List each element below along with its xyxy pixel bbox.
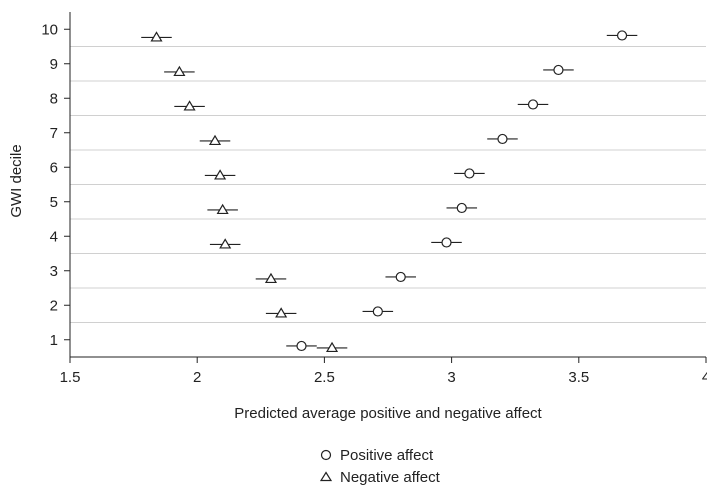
negative-affect-point — [150, 31, 163, 42]
positive-affect-point — [497, 133, 508, 145]
y-axis-title: GWI decile — [8, 144, 25, 217]
y-tick-label: 2 — [50, 297, 58, 314]
positive-affect-point — [456, 202, 467, 214]
y-tick-label: 9 — [50, 56, 58, 73]
negative-affect-point — [325, 341, 339, 353]
y-tick-label: 8 — [50, 90, 58, 107]
negative-affect-point — [219, 238, 232, 249]
x-axis-title: Predicted average positive and negative … — [234, 405, 542, 422]
legend-circle-marker — [320, 449, 332, 461]
negative-affect-point — [214, 169, 227, 180]
grid-lines — [70, 46, 706, 323]
x-tick-label: 4 — [702, 369, 707, 386]
negative-affect-point — [216, 203, 229, 215]
x-tick-label: 1.5 — [60, 369, 81, 386]
y-tick-label: 1 — [50, 332, 58, 349]
negative-affect-point — [173, 65, 186, 77]
negative-affect-point — [183, 100, 196, 111]
y-tick-label: 7 — [50, 125, 58, 142]
positive-affect-point — [553, 64, 564, 76]
legend-label-positive: Positive affect — [340, 447, 434, 464]
positive-affect-point — [441, 237, 452, 248]
y-tick-label: 4 — [50, 228, 58, 245]
negative-affect-point — [275, 307, 288, 318]
positive-affect-point — [395, 271, 406, 283]
axes: 1.5 2 2.5 3 3.5 4 1 2 3 4 5 6 7 8 9 10 — [41, 12, 707, 386]
y-tick-label: 3 — [50, 263, 58, 280]
y-tick-label: 6 — [50, 159, 58, 176]
x-tick-label: 2.5 — [314, 369, 335, 386]
positive-affect-point — [616, 30, 628, 41]
positive-affect-point — [372, 306, 383, 317]
x-tick-label: 3.5 — [568, 369, 589, 386]
x-tick-label: 2 — [193, 369, 201, 386]
x-tick-label: 3 — [447, 369, 455, 386]
negative-affect-point — [264, 272, 278, 284]
legend-triangle-marker — [319, 471, 333, 482]
negative-affect-point — [208, 134, 222, 146]
data-marks — [141, 30, 638, 353]
positive-affect-point — [464, 168, 475, 179]
legend-label-negative: Negative affect — [340, 469, 441, 486]
y-tick-label: 10 — [41, 21, 58, 38]
positive-affect-point — [527, 99, 539, 110]
legend: Positive affect Negative affect — [319, 447, 441, 486]
positive-affect-point — [296, 340, 307, 352]
y-tick-label: 5 — [50, 194, 58, 211]
